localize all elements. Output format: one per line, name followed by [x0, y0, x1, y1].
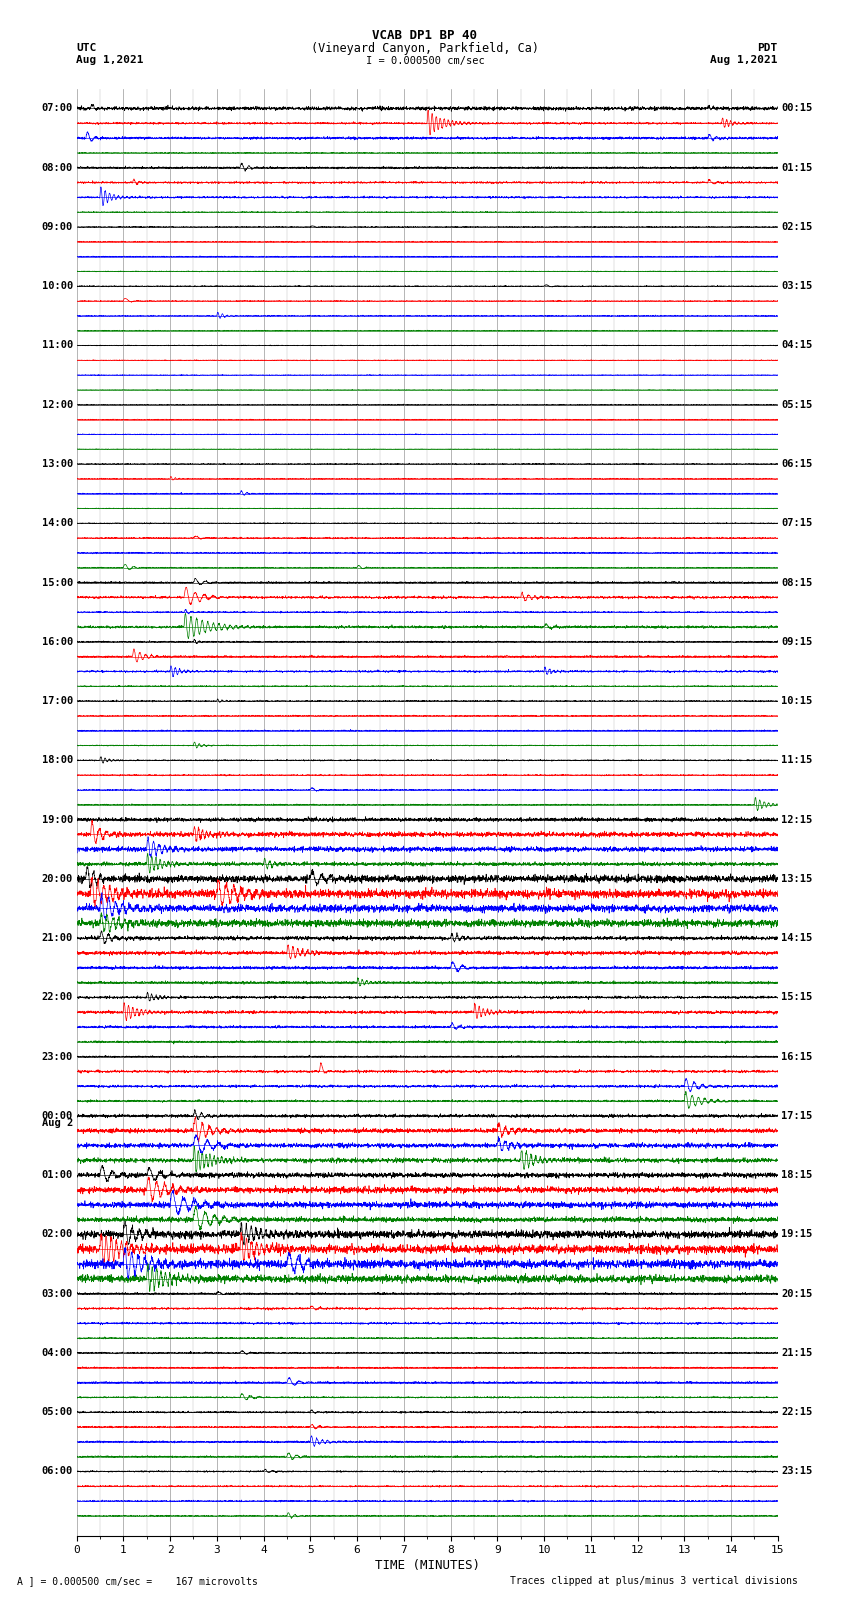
Text: 03:00: 03:00 [42, 1289, 73, 1298]
Text: 10:15: 10:15 [781, 697, 813, 706]
Text: 09:00: 09:00 [42, 223, 73, 232]
Text: 14:15: 14:15 [781, 932, 813, 944]
Text: 06:15: 06:15 [781, 460, 813, 469]
Text: 16:15: 16:15 [781, 1052, 813, 1061]
Text: 19:15: 19:15 [781, 1229, 813, 1239]
Text: 14:00: 14:00 [42, 518, 73, 527]
Text: 13:15: 13:15 [781, 874, 813, 884]
Text: 21:15: 21:15 [781, 1348, 813, 1358]
Text: 02:00: 02:00 [42, 1229, 73, 1239]
Text: 19:00: 19:00 [42, 815, 73, 824]
Text: Aug 1,2021: Aug 1,2021 [711, 55, 778, 65]
Text: 15:00: 15:00 [42, 577, 73, 587]
Text: 10:00: 10:00 [42, 281, 73, 292]
Text: (Vineyard Canyon, Parkfield, Ca): (Vineyard Canyon, Parkfield, Ca) [311, 42, 539, 55]
Text: 03:15: 03:15 [781, 281, 813, 292]
Text: 17:00: 17:00 [42, 697, 73, 706]
Text: 22:15: 22:15 [781, 1407, 813, 1418]
Text: 09:15: 09:15 [781, 637, 813, 647]
Text: 06:00: 06:00 [42, 1466, 73, 1476]
Text: 12:15: 12:15 [781, 815, 813, 824]
Text: A ] = 0.000500 cm/sec =    167 microvolts: A ] = 0.000500 cm/sec = 167 microvolts [17, 1576, 258, 1586]
Text: 05:00: 05:00 [42, 1407, 73, 1418]
Text: 04:15: 04:15 [781, 340, 813, 350]
Text: 17:15: 17:15 [781, 1111, 813, 1121]
Text: 08:00: 08:00 [42, 163, 73, 173]
Text: 07:00: 07:00 [42, 103, 73, 113]
Text: 11:15: 11:15 [781, 755, 813, 765]
Text: 07:15: 07:15 [781, 518, 813, 527]
Text: 01:15: 01:15 [781, 163, 813, 173]
Text: 11:00: 11:00 [42, 340, 73, 350]
Text: 00:15: 00:15 [781, 103, 813, 113]
Text: 05:15: 05:15 [781, 400, 813, 410]
Text: 04:00: 04:00 [42, 1348, 73, 1358]
Text: 01:00: 01:00 [42, 1169, 73, 1181]
Text: 15:15: 15:15 [781, 992, 813, 1002]
Text: 20:15: 20:15 [781, 1289, 813, 1298]
Text: 00:00: 00:00 [42, 1111, 73, 1121]
Text: 23:15: 23:15 [781, 1466, 813, 1476]
Text: Aug 1,2021: Aug 1,2021 [76, 55, 144, 65]
Text: 18:00: 18:00 [42, 755, 73, 765]
Text: 16:00: 16:00 [42, 637, 73, 647]
Text: 02:15: 02:15 [781, 223, 813, 232]
Text: I = 0.000500 cm/sec: I = 0.000500 cm/sec [366, 56, 484, 66]
Text: PDT: PDT [757, 44, 778, 53]
X-axis label: TIME (MINUTES): TIME (MINUTES) [375, 1560, 479, 1573]
Text: UTC: UTC [76, 44, 97, 53]
Text: 22:00: 22:00 [42, 992, 73, 1002]
Text: Traces clipped at plus/minus 3 vertical divisions: Traces clipped at plus/minus 3 vertical … [510, 1576, 798, 1586]
Text: 23:00: 23:00 [42, 1052, 73, 1061]
Text: 08:15: 08:15 [781, 577, 813, 587]
Text: 12:00: 12:00 [42, 400, 73, 410]
Text: 20:00: 20:00 [42, 874, 73, 884]
Text: 13:00: 13:00 [42, 460, 73, 469]
Text: 18:15: 18:15 [781, 1169, 813, 1181]
Text: Aug 2: Aug 2 [42, 1118, 73, 1127]
Text: 21:00: 21:00 [42, 932, 73, 944]
Text: VCAB DP1 BP 40: VCAB DP1 BP 40 [372, 29, 478, 42]
